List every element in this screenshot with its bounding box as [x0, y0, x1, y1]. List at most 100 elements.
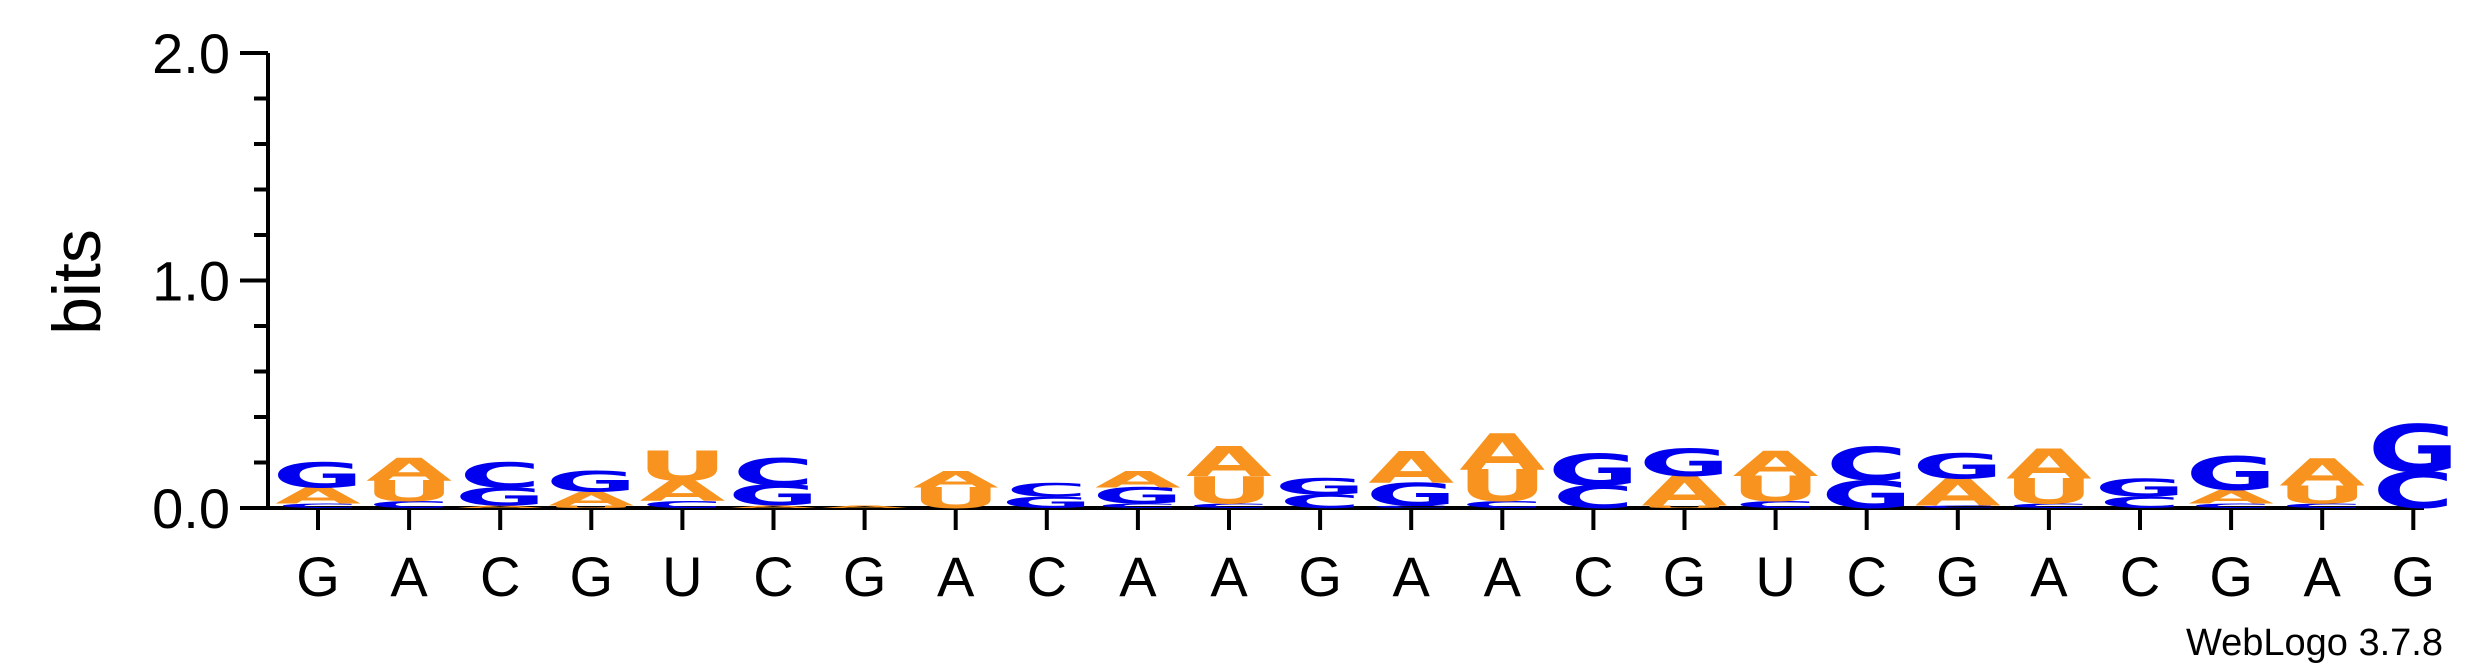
logo-letter-G: G	[1001, 494, 1092, 512]
position-stack: CUA	[1457, 423, 1547, 511]
position-stack: GC	[1001, 479, 1092, 512]
consensus-letter: G	[1663, 545, 1707, 608]
y-tick-label: 2.0	[152, 22, 230, 85]
logo-letter-C: C	[642, 499, 723, 510]
position-stack: AGC	[455, 456, 546, 511]
consensus-letter: G	[296, 545, 340, 608]
consensus-letter: G	[2392, 545, 2436, 608]
logo-letter-C: C	[1279, 491, 1360, 513]
x-ticks	[316, 508, 2416, 530]
consensus-letter: C	[753, 545, 793, 608]
consensus-letter: A	[1119, 545, 1157, 608]
position-stack: GC	[1821, 438, 1912, 517]
consensus-letter: U	[662, 545, 702, 608]
position-stack: CAG	[2186, 447, 2277, 510]
logo-letter-G: G	[1821, 473, 1912, 517]
consensus-letter: C	[480, 545, 520, 608]
logo-letter-C: C	[1097, 502, 1178, 509]
logo-letter-U: U	[1640, 505, 1730, 509]
position-stack: CGA	[1366, 443, 1457, 514]
logo-letter-U: U	[364, 475, 454, 508]
logo-letter-C: C	[460, 456, 541, 496]
logo-letter-C: C	[2099, 494, 2180, 512]
position-stack: CAG	[273, 456, 364, 509]
consensus-letter: A	[1484, 545, 1522, 608]
logo-letter-C: C	[1188, 502, 1269, 509]
logo-letter-A: A	[822, 505, 908, 509]
y-axis-title: bits	[39, 229, 115, 335]
position-stack: UAG	[546, 466, 637, 510]
y-tick-label: 1.0	[152, 250, 230, 313]
consensus-letter: A	[390, 545, 428, 608]
logo-letter-G: G	[1912, 447, 2003, 487]
logo-letter-C: C	[1553, 479, 1634, 515]
consensus-letter: A	[2030, 545, 2068, 608]
y-tick-label: 0.0	[152, 477, 230, 540]
consensus-letter: G	[1936, 545, 1980, 608]
logo-letter-G: G	[2186, 447, 2277, 501]
position-stack: CUA	[364, 452, 454, 510]
x-axis	[266, 506, 2424, 530]
position-stack: CUA	[1184, 439, 1274, 513]
consensus-letter: U	[1755, 545, 1795, 608]
logo-letter-C: C	[733, 450, 814, 494]
logo-letter-A: A	[1368, 443, 1454, 494]
position-stack: CUA	[2004, 441, 2094, 512]
logo-letter-A: A	[2279, 450, 2365, 494]
position-stack: CUA	[1731, 445, 1821, 510]
logo-letter-G: G	[728, 480, 819, 513]
logo-letter-U: U	[1731, 470, 1821, 510]
logo-letter-A: A	[1186, 439, 1272, 486]
position-stack: CG	[2368, 412, 2459, 520]
weblogo-credit: WebLogo 3.7.8	[2186, 622, 2443, 664]
logo-letter-G: G	[2368, 412, 2459, 488]
position-stack: UA	[911, 467, 1001, 515]
position-stack: CGA	[1092, 467, 1183, 509]
position-stack: CUA	[2277, 450, 2367, 509]
logo-letter-G: G	[1092, 483, 1183, 508]
logo-letter-A: A	[913, 467, 999, 492]
logo-letter-A: A	[1095, 467, 1181, 492]
position-stack: CAU	[637, 443, 727, 510]
logo-letter-G: G	[1548, 445, 1639, 496]
consensus-letter: C	[1573, 545, 1613, 608]
logo-letter-C: C	[368, 499, 449, 510]
logo-letter-G: G	[546, 466, 637, 499]
logo-letter-A: A	[731, 505, 817, 509]
logo-letter-A: A	[2188, 486, 2274, 508]
y-ticks: 0.0 1.0 2.0	[152, 22, 268, 540]
logo-letter-C: C	[277, 502, 358, 509]
logo-letter-C: C	[1462, 499, 1543, 510]
logo-letter-U: U	[911, 482, 1001, 515]
logo-letter-A: A	[457, 505, 543, 509]
position-stack: CAG	[1912, 447, 2003, 515]
logo-letter-C: C	[1826, 438, 1907, 492]
logo-letter-U: U	[1184, 469, 1274, 513]
consensus-letter: A	[937, 545, 975, 608]
logo-letter-G: G	[455, 482, 546, 511]
logo-letter-C: C	[2282, 502, 2363, 509]
logo-letter-U: U	[2277, 480, 2367, 509]
logo-letter-U: U	[546, 505, 636, 509]
position-stack: CG	[2095, 473, 2186, 511]
logo-letter-C: C	[2008, 502, 2089, 509]
logo-letter-A: A	[2006, 441, 2092, 488]
consensus-letter: G	[1298, 545, 1342, 608]
logo-letter-A: A	[640, 475, 726, 508]
logo-letter-G: G	[273, 456, 364, 496]
logo-letter-C: C	[1735, 499, 1816, 510]
logo-letter-G: G	[1275, 474, 1366, 499]
consensus-letter: G	[570, 545, 614, 608]
y-axis: 0.0 1.0 2.0 bits	[39, 22, 270, 540]
logo-letter-A: A	[1915, 471, 2001, 515]
consensus-letter: A	[1210, 545, 1248, 608]
logo-letter-A: A	[366, 452, 452, 488]
logo-letter-U: U	[1457, 461, 1547, 512]
consensus-letter: C	[2120, 545, 2160, 608]
logo-letter-G: G	[1366, 477, 1457, 513]
logo-letter-C: C	[2190, 502, 2271, 509]
logo-letter-G: G	[2095, 473, 2186, 502]
consensus-letter: G	[2209, 545, 2253, 608]
